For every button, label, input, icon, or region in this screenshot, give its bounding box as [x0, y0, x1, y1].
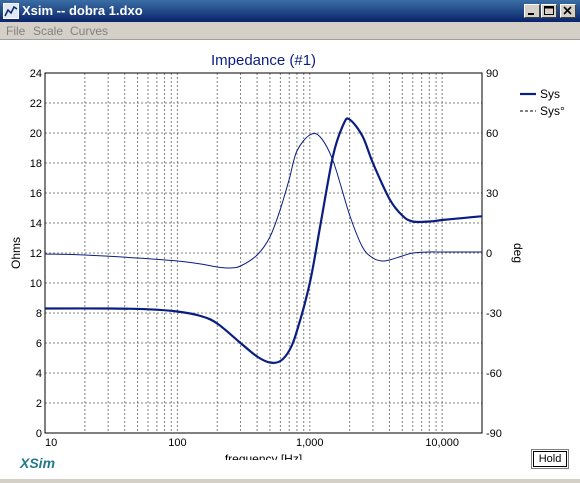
series-sys-phase-line: [44, 132, 482, 269]
minimize-button[interactable]: [524, 4, 540, 18]
plot-frame: [44, 72, 483, 434]
legend-label-sys-phase: Sys°: [540, 104, 565, 118]
legend-label-sys: Sys: [540, 87, 560, 101]
bottom-edge: [0, 479, 580, 483]
maximize-button[interactable]: [541, 4, 557, 18]
y2-tick-label: -60: [486, 368, 502, 380]
y-tick-label: 6: [36, 338, 42, 350]
y-axis-label: Ohms: [9, 237, 23, 269]
y2-tick-label: 30: [486, 188, 498, 200]
menu-file[interactable]: File: [6, 24, 26, 38]
y-tick-label: 18: [30, 158, 42, 170]
y2-tick-label: -30: [486, 308, 502, 320]
minimize-icon: [528, 13, 534, 15]
menu-bar: File Scale Curves: [0, 22, 580, 40]
menu-scale[interactable]: Scale: [33, 24, 64, 38]
y2-tick-label: -90: [486, 428, 502, 440]
y-tick-label: 24: [30, 68, 42, 80]
y-tick-label: 0: [36, 428, 42, 440]
y2-axis-label: deg: [511, 243, 525, 263]
y2-tick-label: 90: [486, 68, 498, 80]
chart-area: [0, 40, 580, 483]
x-tick-label: 1,000: [296, 437, 324, 449]
x-tick-label: 10,000: [425, 437, 459, 449]
close-icon: [563, 6, 572, 15]
window-title: Xsim -- dobra 1.dxo: [22, 3, 143, 18]
x-tick-label: 10: [45, 437, 57, 449]
y-tick-label: 4: [36, 368, 42, 380]
title-bar: Xsim -- dobra 1.dxo: [0, 0, 580, 22]
y2-tick-label: 60: [486, 128, 498, 140]
xsim-logo: XSim: [20, 455, 56, 471]
chart-title: Impedance (#1): [211, 52, 316, 69]
y-tick-label: 10: [30, 278, 42, 290]
y2-tick-label: 0: [486, 248, 492, 260]
x-axis-label: frequency [Hz]: [225, 452, 302, 460]
y-tick-label: 8: [36, 308, 42, 320]
y-tick-label: 14: [30, 218, 42, 230]
y-tick-label: 22: [30, 98, 42, 110]
maximize-icon: [544, 6, 554, 15]
legend: Sys Sys°: [520, 87, 565, 118]
close-button[interactable]: [560, 4, 576, 18]
hold-button[interactable]: Hold: [531, 449, 569, 469]
menu-curves[interactable]: Curves: [70, 24, 109, 38]
y-tick-label: 16: [30, 188, 42, 200]
x-tick-label: 100: [168, 437, 186, 449]
series-sys-magnitude-line: [44, 117, 483, 365]
xsim-app-icon[interactable]: [3, 3, 19, 19]
y-tick-label: 2: [36, 398, 42, 410]
y-tick-label: 12: [30, 248, 42, 260]
y-tick-label: 20: [30, 128, 42, 140]
